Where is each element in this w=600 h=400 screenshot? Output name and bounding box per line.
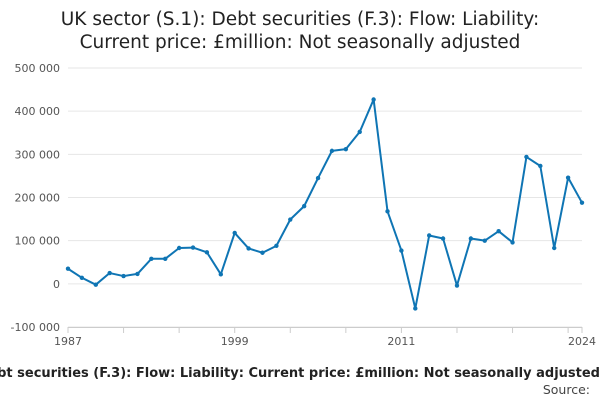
data-point[interactable] bbox=[163, 256, 168, 261]
data-point[interactable] bbox=[552, 245, 557, 251]
x-axis: 1987 1999 2011 2024 bbox=[54, 327, 596, 348]
source-label: Source: bbox=[543, 382, 590, 397]
data-point[interactable] bbox=[204, 250, 210, 255]
data-point[interactable] bbox=[565, 175, 571, 180]
data-point[interactable] bbox=[468, 236, 474, 241]
data-point[interactable] bbox=[288, 217, 293, 222]
series-line bbox=[67, 98, 583, 310]
chart-title-line-2: Current price: £million: Not seasonally … bbox=[80, 32, 521, 53]
data-point[interactable] bbox=[315, 175, 321, 181]
y-tick-label: 100 000 bbox=[15, 235, 61, 248]
data-point[interactable] bbox=[524, 154, 529, 160]
data-point[interactable] bbox=[385, 209, 390, 214]
y-tick-label: 200 000 bbox=[15, 192, 61, 205]
data-point[interactable] bbox=[454, 283, 460, 288]
data-point[interactable] bbox=[357, 129, 362, 135]
data-point[interactable] bbox=[426, 233, 432, 238]
x-tick-label: 2024 bbox=[568, 335, 596, 348]
data-point[interactable] bbox=[135, 271, 140, 277]
data-point[interactable] bbox=[440, 236, 446, 241]
x-tick-label: 2011 bbox=[387, 335, 415, 348]
data-point[interactable] bbox=[482, 238, 487, 243]
series-layer bbox=[65, 97, 585, 311]
grid-lines bbox=[68, 67, 582, 328]
data-point[interactable] bbox=[190, 245, 196, 250]
data-point[interactable] bbox=[496, 228, 501, 234]
data-point[interactable] bbox=[538, 163, 543, 169]
legend-entry: UK sector (S.1): Debt securities (F.3): … bbox=[0, 366, 600, 381]
data-point[interactable] bbox=[579, 200, 585, 205]
x-tick-label: 1999 bbox=[221, 335, 249, 348]
data-point[interactable] bbox=[232, 230, 237, 236]
data-point[interactable] bbox=[79, 275, 85, 280]
y-tick-label: 500 000 bbox=[15, 62, 61, 75]
data-point[interactable] bbox=[301, 203, 307, 209]
data-point[interactable] bbox=[371, 97, 376, 102]
y-tick-label: -100 000 bbox=[11, 321, 60, 334]
data-point[interactable] bbox=[176, 245, 182, 251]
y-tick-label: 300 000 bbox=[15, 148, 61, 161]
data-point[interactable] bbox=[274, 243, 279, 249]
data-point[interactable] bbox=[107, 270, 112, 276]
data-point[interactable] bbox=[218, 272, 224, 277]
data-point[interactable] bbox=[93, 282, 98, 287]
y-axis: -100 000 0 100 000 200 000 300 000 400 000 500… bbox=[11, 62, 60, 334]
y-tick-label: 0 bbox=[53, 278, 60, 291]
data-point[interactable] bbox=[413, 306, 418, 311]
data-point[interactable] bbox=[149, 256, 154, 261]
data-point[interactable] bbox=[65, 266, 71, 271]
data-point[interactable] bbox=[343, 146, 349, 152]
x-tick-label: 1987 bbox=[54, 335, 82, 348]
data-point[interactable] bbox=[246, 246, 251, 251]
chart-title-line-1: UK sector (S.1): Debt securities (F.3): … bbox=[61, 9, 539, 30]
data-point[interactable] bbox=[260, 250, 265, 255]
data-point[interactable] bbox=[329, 148, 335, 154]
data-point[interactable] bbox=[399, 248, 404, 253]
data-point[interactable] bbox=[510, 240, 515, 245]
data-point[interactable] bbox=[121, 273, 126, 279]
y-tick-label: 400 000 bbox=[15, 105, 61, 118]
